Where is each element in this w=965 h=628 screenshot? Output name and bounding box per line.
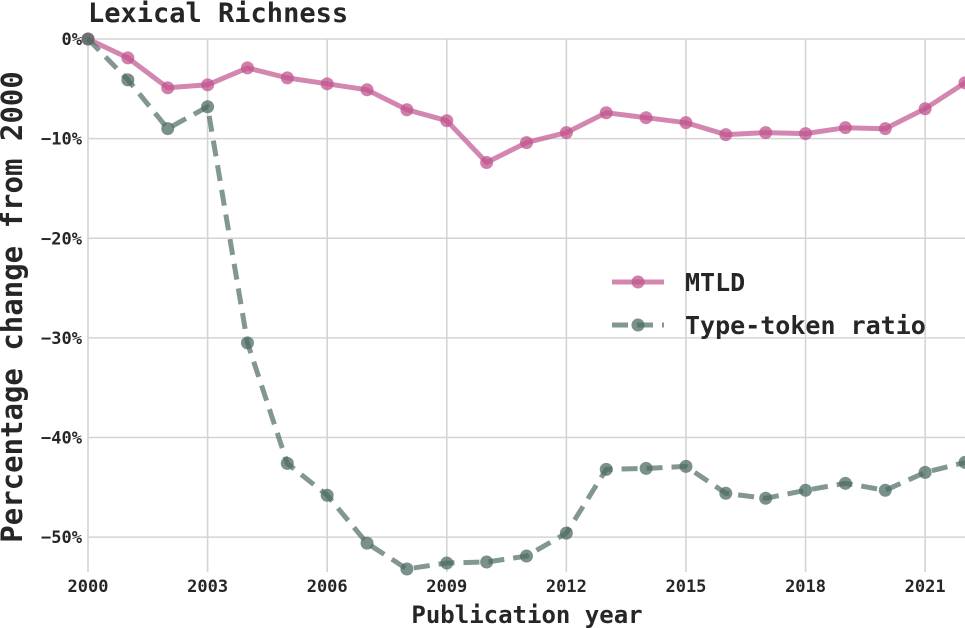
- data-point-type-token-ratio: [360, 536, 374, 550]
- data-point-mtld: [520, 136, 533, 150]
- data-point-type-token-ratio: [400, 562, 414, 576]
- data-point-type-token-ratio: [878, 483, 892, 497]
- data-point-type-token-ratio: [759, 491, 773, 505]
- x-tick-label: 2012: [546, 577, 587, 597]
- data-point-type-token-ratio: [958, 455, 965, 469]
- x-tick-label: 2021: [905, 577, 946, 597]
- data-point-type-token-ratio: [320, 488, 334, 502]
- data-point-type-token-ratio: [201, 100, 215, 114]
- data-point-type-token-ratio: [480, 555, 494, 569]
- chart-title: Lexical Richness: [88, 0, 348, 29]
- legend: MTLD Type-token ratio: [612, 268, 926, 340]
- data-point-mtld: [799, 127, 813, 141]
- y-tick-label: −50%: [41, 528, 83, 548]
- legend-label: MTLD: [685, 268, 745, 297]
- data-point-type-token-ratio: [838, 476, 852, 490]
- data-point-mtld: [400, 103, 414, 117]
- grid: [87, 38, 965, 572]
- data-point-mtld: [161, 81, 175, 95]
- data-point-mtld: [201, 78, 215, 92]
- data-point-mtld: [240, 61, 254, 75]
- data-point-mtld: [918, 102, 932, 116]
- legend-entry-mtld: MTLD: [612, 268, 745, 297]
- data-point-type-token-ratio: [918, 465, 932, 479]
- y-axis-label: Percentage change from 2000: [0, 71, 29, 542]
- x-tick-label: 2018: [785, 577, 826, 597]
- x-tick-label: 2003: [187, 577, 228, 597]
- data-point-type-token-ratio: [719, 486, 733, 500]
- y-tick-label: 0%: [62, 30, 83, 50]
- legend-entry-type-token-ratio: Type-token ratio: [612, 311, 926, 340]
- series-line-type-token-ratio: [86, 37, 965, 572]
- data-point-type-token-ratio: [639, 461, 653, 475]
- series-mtld: [81, 32, 965, 170]
- tick-labels: 2000 2003 2006 2009 2012 2015 2018 2021 0% −10% −2…: [41, 30, 946, 597]
- x-tick-label: 2015: [665, 577, 706, 597]
- legend-label: Type-token ratio: [685, 311, 926, 340]
- data-point-mtld: [121, 51, 135, 65]
- data-point-type-token-ratio: [240, 336, 254, 350]
- data-point-type-token-ratio: [440, 556, 454, 570]
- x-tick-label: 2006: [307, 577, 348, 597]
- data-point-mtld: [719, 128, 733, 142]
- y-tick-label: −30%: [41, 329, 83, 349]
- data-point-type-token-ratio: [161, 122, 175, 136]
- data-point-type-token-ratio: [559, 526, 573, 540]
- data-point-mtld: [639, 111, 653, 125]
- data-point-type-token-ratio: [799, 483, 813, 497]
- x-axis-label: Publication year: [411, 601, 642, 628]
- x-tick-label: 2000: [68, 577, 109, 597]
- data-point-mtld: [440, 114, 454, 128]
- data-point-mtld: [559, 126, 573, 140]
- series-type-token-ratio: [81, 32, 965, 576]
- data-point-mtld: [878, 122, 892, 136]
- y-tick-label: −10%: [41, 130, 83, 150]
- data-point-type-token-ratio: [280, 456, 294, 470]
- data-point-mtld: [360, 83, 374, 97]
- data-point-mtld: [679, 116, 693, 130]
- y-tick-label: −40%: [41, 429, 83, 449]
- data-point-mtld: [958, 76, 965, 90]
- data-point-type-token-ratio: [81, 32, 95, 46]
- legend-marker-swatch: [631, 318, 645, 332]
- x-tick-label: 2009: [426, 577, 467, 597]
- data-point-mtld: [320, 77, 334, 91]
- data-point-type-token-ratio: [679, 459, 693, 473]
- data-point-mtld: [280, 71, 294, 85]
- series-layer: [81, 32, 965, 576]
- y-tick-label: −20%: [41, 229, 83, 249]
- data-point-mtld: [599, 106, 613, 120]
- data-point-type-token-ratio: [121, 73, 135, 87]
- data-point-type-token-ratio: [599, 462, 613, 476]
- legend-marker-swatch: [631, 275, 645, 289]
- data-point-mtld: [759, 126, 773, 140]
- data-point-mtld: [838, 121, 852, 135]
- data-point-type-token-ratio: [520, 549, 533, 563]
- data-point-mtld: [480, 156, 494, 170]
